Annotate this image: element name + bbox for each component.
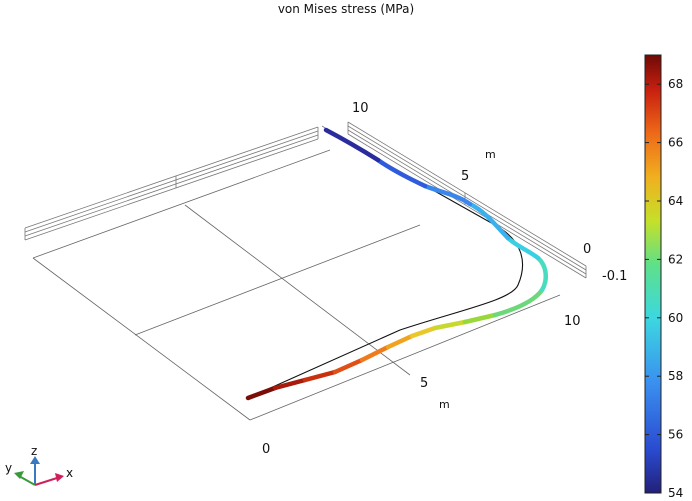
axis-triad: z y x: [5, 444, 73, 486]
colorbar-tick-label: 54: [668, 486, 683, 500]
colorbar-tick-label: 62: [668, 252, 683, 266]
z-arrowhead-icon: [30, 456, 40, 464]
y-arrow-icon: [18, 475, 36, 486]
colorbar-tick-label: 58: [668, 369, 683, 383]
x-axis-unit: m: [439, 398, 450, 411]
chart-title: von Mises stress (MPa): [277, 2, 415, 16]
colorbar-tick-label: 68: [668, 77, 683, 91]
y-tick-label: 5: [461, 169, 469, 184]
reference-line: [247, 129, 524, 399]
stress-line: [245, 127, 548, 401]
x-tick-label: 5: [420, 376, 428, 391]
colorbar-tick-label: 56: [668, 428, 683, 442]
colorbar-ticks: 54 56 58 60 62 64 66 68: [645, 77, 683, 500]
triad-z-label: z: [31, 444, 37, 458]
x-tick-label: 10: [564, 314, 581, 329]
floor-grid: [32, 149, 561, 421]
back-axis-ticks: [24, 121, 587, 279]
z-tick-label: -0.1: [602, 269, 627, 284]
colorbar-tick-label: 64: [668, 194, 683, 208]
z-tick-label: 0: [583, 242, 591, 257]
triad-x-label: x: [66, 466, 73, 480]
y-axis-unit: m: [485, 148, 496, 161]
y-arrowhead-icon: [14, 471, 24, 479]
colorbar: [644, 54, 662, 494]
x-arrowhead-icon: [55, 473, 64, 482]
triad-y-label: y: [5, 461, 12, 475]
y-tick-label: 10: [352, 101, 369, 116]
colorbar-tick-label: 66: [668, 136, 683, 150]
x-arrow-icon: [34, 477, 58, 486]
x-tick-label: 0: [262, 442, 270, 457]
colorbar-tick-label: 60: [668, 311, 683, 325]
